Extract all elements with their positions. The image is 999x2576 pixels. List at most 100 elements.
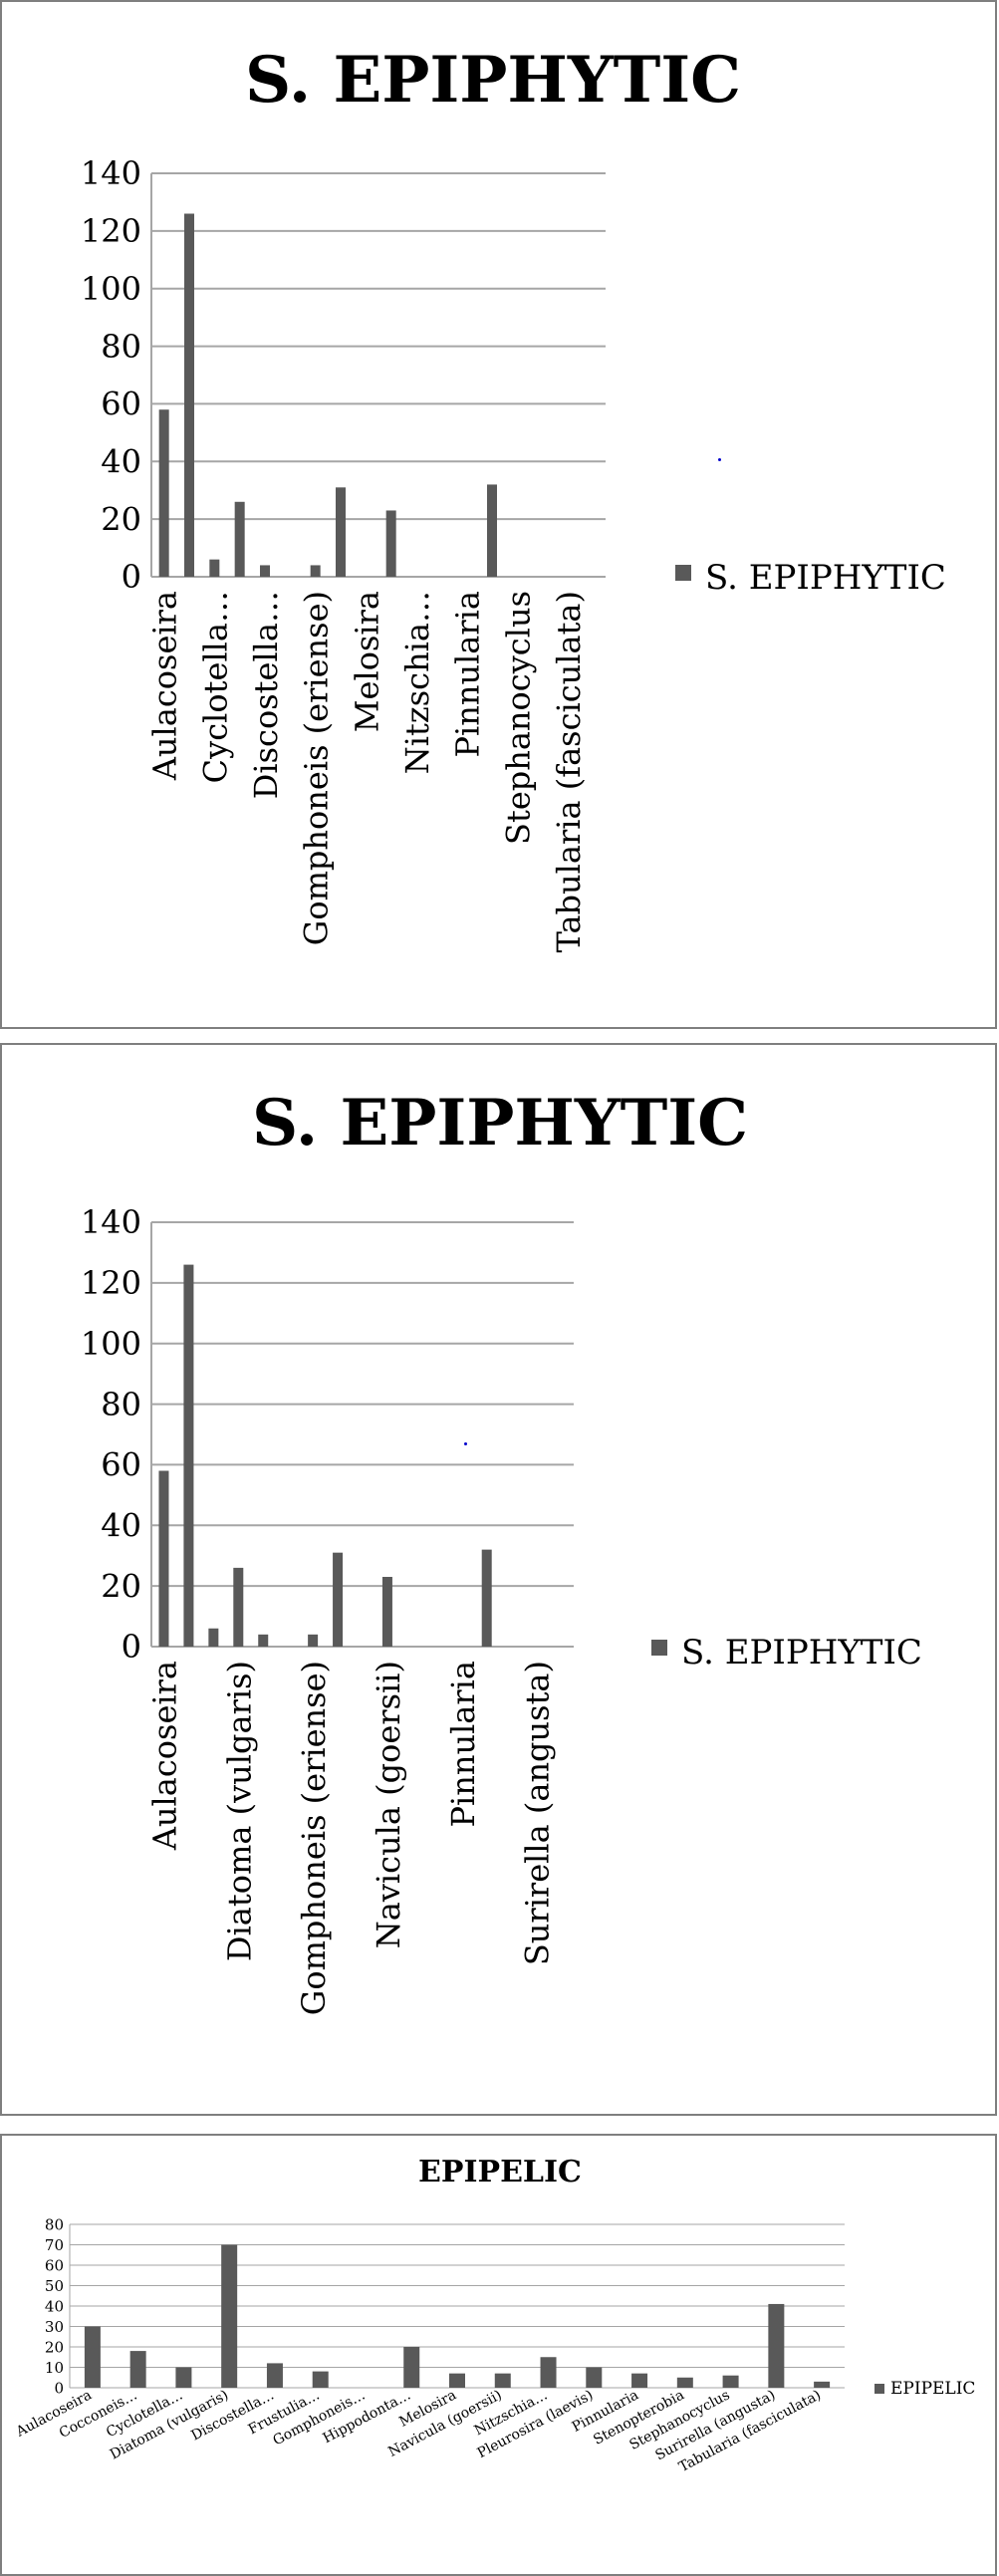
y-tick-label: 50 [45, 2277, 64, 2295]
x-tick-label: Gomphoneis (eriense) [295, 1661, 333, 2015]
y-tick-label: 70 [45, 2236, 64, 2254]
bar [385, 510, 396, 577]
bar [676, 2377, 693, 2388]
y-tick-label: 0 [54, 2379, 64, 2397]
bar [381, 1577, 392, 1647]
bar [333, 1552, 344, 1647]
chart-2-svg: S. EPIPHYTIC 0 20 40 60 80 100 120 140 Aulacose… [81, 1086, 922, 2015]
bar [258, 1634, 269, 1647]
bars [158, 1264, 492, 1647]
y-tick-label: 40 [101, 1506, 141, 1544]
bars [158, 213, 497, 577]
stray-dot [464, 1442, 467, 1445]
bar [175, 2367, 192, 2388]
x-tick-label: Cyclotella… [196, 591, 234, 783]
bar [209, 559, 220, 577]
y-tick-label: 20 [101, 1567, 141, 1605]
gridlines [70, 2223, 845, 2389]
y-tick-label: 40 [101, 442, 141, 480]
y-tick-label: 60 [101, 386, 141, 423]
y-tick-label: 20 [101, 500, 141, 538]
x-tick-label: Gomphoneis (eriense) [298, 591, 336, 945]
y-tick-label: 80 [101, 328, 141, 366]
x-tick-labels: AulacoseiraCocconeis…Cyclotella…Diatoma … [13, 2387, 824, 2475]
x-tick-label: Aulacoseira [145, 1661, 183, 1851]
chart-panel-3: EPIPELIC 0 10 20 30 40 50 60 70 80 Aulacoseira Co… [0, 2134, 997, 2576]
chart-title: S. EPIPHYTIC [252, 1086, 748, 1160]
bar [494, 2373, 511, 2388]
bar [336, 487, 346, 577]
bar [158, 1470, 169, 1647]
legend: S. EPIPHYTIC [675, 558, 946, 598]
bar [631, 2373, 648, 2388]
y-axis: 0 20 40 60 80 100 120 140 [81, 154, 152, 596]
bar [184, 213, 194, 577]
legend-swatch [874, 2384, 884, 2394]
y-tick-label: 60 [101, 1446, 141, 1484]
chart-title: EPIPELIC [418, 2155, 582, 2190]
legend: EPIPELIC [874, 2379, 975, 2399]
legend-swatch [651, 1640, 667, 1656]
bar [234, 501, 245, 577]
y-tick-label: 100 [81, 1325, 141, 1363]
chart-panel-2: S. EPIPHYTIC 0 20 40 60 80 100 120 140 Aulacose… [0, 1043, 997, 2116]
y-tick-label: 140 [81, 154, 141, 192]
bar [481, 1549, 492, 1647]
legend-swatch [675, 565, 691, 581]
y-tick-label: 10 [45, 2359, 64, 2377]
y-tick-label: 0 [122, 558, 141, 596]
bar [260, 565, 270, 577]
chart-panel-1: S. EPIPHYTIC 0 20 40 60 80 100 120 140 Aulacose… [0, 0, 997, 1029]
bar [768, 2303, 785, 2388]
x-tick-label: Diatoma (vulgaris) [220, 1661, 258, 1961]
legend-label: S. EPIPHYTIC [705, 558, 946, 598]
x-tick-label: Nitzschia… [398, 591, 436, 774]
x-tick-label: Pinnularia [449, 591, 487, 758]
x-tick-label: Melosira [348, 591, 385, 732]
bar [312, 2371, 329, 2388]
legend-label: S. EPIPHYTIC [681, 1633, 922, 1673]
x-tick-label: Discostella… [247, 591, 285, 799]
bar [403, 2347, 420, 2388]
x-tick-label: Stephanocyclus [499, 591, 537, 845]
y-tick-label: 30 [45, 2318, 64, 2336]
chart-title: S. EPIPHYTIC [245, 43, 741, 118]
chart-3-svg: EPIPELIC 0 10 20 30 40 50 60 70 80 AulacoseiraCo… [13, 2155, 976, 2475]
y-tick-label: 0 [122, 1628, 141, 1666]
bar [183, 1264, 194, 1647]
bar [722, 2375, 739, 2388]
legend-label: EPIPELIC [890, 2379, 975, 2399]
bar [266, 2363, 283, 2388]
gridlines [151, 172, 606, 578]
x-tick-labels: Aulacoseira Diatoma (vulgaris) Gomphoneis … [145, 1661, 556, 2015]
bar [814, 2381, 831, 2388]
bar [449, 2373, 465, 2388]
x-tick-label: Navicula (goersii) [370, 1661, 407, 1948]
bars [84, 2244, 831, 2388]
gridlines [151, 1221, 574, 1648]
chart-1-svg: S. EPIPHYTIC 0 20 40 60 80 100 120 140 Aulacose… [81, 43, 946, 952]
bar [487, 484, 497, 577]
x-tick-label: Surirella (angusta) [519, 1661, 557, 1965]
legend: S. EPIPHYTIC [651, 1633, 922, 1673]
y-tick-label: 80 [45, 2215, 64, 2233]
bar [208, 1628, 219, 1647]
bar [310, 565, 321, 577]
x-tick-labels: Aulacoseira Cyclotella… Discostella… Gompho… [146, 591, 588, 952]
y-tick-label: 120 [81, 1264, 141, 1302]
y-tick-label: 20 [45, 2338, 64, 2356]
bar [586, 2367, 603, 2388]
y-tick-label: 120 [81, 212, 141, 250]
y-tick-label: 100 [81, 270, 141, 308]
bar [540, 2357, 557, 2388]
bar [158, 409, 169, 577]
y-tick-label: 140 [81, 1203, 141, 1241]
x-tick-label: Aulacoseira [146, 591, 184, 781]
bar [84, 2326, 101, 2388]
x-tick-label: Tabularia (fasciculata) [550, 591, 588, 952]
bar [129, 2351, 146, 2388]
bar [308, 1634, 319, 1647]
y-tick-label: 40 [45, 2297, 64, 2315]
y-axis: 0 10 20 30 40 50 60 70 80 [45, 2215, 71, 2397]
y-axis: 0 20 40 60 80 100 120 140 [81, 1203, 152, 1666]
